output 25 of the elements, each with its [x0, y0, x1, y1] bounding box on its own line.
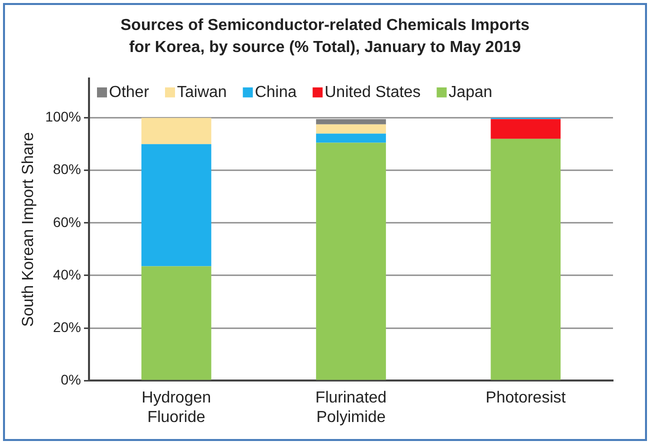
bar	[316, 134, 386, 143]
legend-label: Taiwan	[177, 84, 227, 101]
bar	[141, 118, 212, 144]
x-tick-label: Hydrogen Fluoride	[142, 390, 212, 426]
legend-label: Other	[109, 84, 150, 101]
legend-label: United States	[324, 84, 421, 101]
y-tick-label: 60%	[52, 214, 82, 230]
y-tick-label: 20%	[52, 318, 82, 335]
bar	[490, 138, 561, 380]
bar	[141, 266, 212, 380]
bar	[316, 119, 386, 124]
bar	[141, 144, 212, 266]
y-tick-label: 80%	[52, 161, 82, 178]
chart-title: Sources of Semiconductor-related Chemicals Imports for Korea, by source (% Total), January to May 2019	[120, 16, 530, 58]
legend-label: China	[254, 84, 297, 101]
y-tick-label: 40%	[52, 266, 82, 282]
y-tick-label: 0%	[60, 371, 82, 388]
bar	[316, 124, 386, 134]
x-tick-label: Flurinated Polyimide	[315, 390, 387, 426]
y-tick-label: 100%	[45, 108, 82, 125]
x-tick-label: Photoresist	[486, 390, 566, 407]
legend-label: Japan	[448, 84, 492, 101]
bar	[490, 119, 561, 139]
y-axis-title: South Korean Import Share	[20, 132, 38, 327]
bar	[316, 142, 386, 380]
